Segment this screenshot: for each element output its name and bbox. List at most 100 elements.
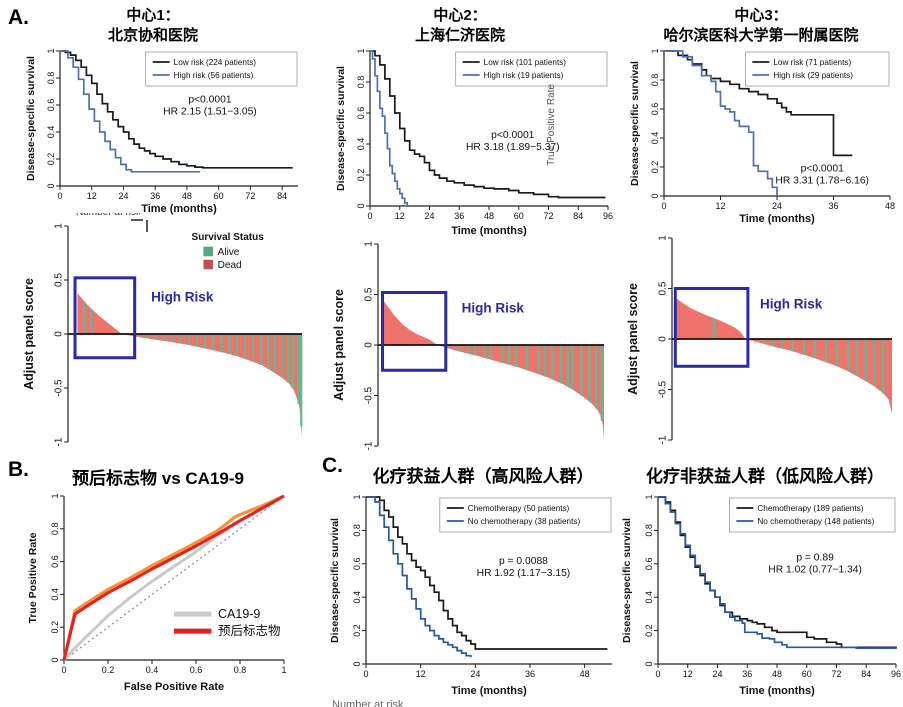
svg-text:p = 0.0088: p = 0.0088	[499, 556, 548, 567]
svg-text:-0.5: -0.5	[364, 386, 375, 404]
svg-text:Adjust panel score: Adjust panel score	[22, 278, 36, 390]
svg-text:0.2: 0.2	[650, 161, 660, 174]
svg-text:HR 1.02 (0.77−1.34): HR 1.02 (0.77−1.34)	[768, 564, 862, 575]
svg-text:84: 84	[277, 191, 287, 201]
panel-a-label: A.	[8, 6, 29, 29]
svg-text:1: 1	[46, 48, 56, 53]
svg-text:0: 0	[363, 669, 368, 679]
svg-text:-1: -1	[54, 437, 65, 446]
center1-title-line2: 北京协和医院	[107, 26, 198, 44]
svg-text:0: 0	[658, 336, 669, 342]
svg-text:p<0.0001: p<0.0001	[801, 163, 845, 174]
center2-title: 中心2： 上海仁济医院	[345, 6, 575, 45]
svg-text:0.2: 0.2	[50, 621, 60, 634]
svg-text:1: 1	[352, 494, 362, 499]
svg-text:12: 12	[683, 669, 693, 679]
svg-text:High risk (56 patients): High risk (56 patients)	[174, 71, 254, 80]
km_c2-svg: 0 12 24 36 48 60 72 84 96 0 0.2 0.4 0.6 0.8 1 Time (mon…	[335, 48, 613, 237]
svg-text:0.4: 0.4	[644, 591, 654, 604]
svg-text:96: 96	[603, 211, 613, 221]
svg-text:24: 24	[118, 191, 128, 201]
svg-text:1: 1	[644, 494, 654, 499]
svg-text:No chemotherapy (148 patients): No chemotherapy (148 patients)	[757, 517, 874, 526]
svg-text:0.5: 0.5	[658, 281, 669, 295]
svg-text:0.4: 0.4	[146, 665, 159, 675]
svg-text:No chemotherapy (38 patients): No chemotherapy (38 patients)	[468, 517, 581, 526]
svg-text:36: 36	[828, 201, 838, 211]
svg-text:0.2: 0.2	[356, 169, 366, 182]
svg-text:0.4: 0.4	[50, 588, 60, 601]
svg-text:Disease-specific survival: Disease-specific survival	[25, 56, 37, 181]
svg-text:Disease-specific survival: Disease-specific survival	[629, 61, 641, 186]
panel-c-right-title: 化疗非获益人群（低风险人群）	[646, 467, 884, 486]
svg-text:Disease-specific survival: Disease-specific survival	[329, 518, 341, 643]
svg-text:0.6: 0.6	[46, 99, 56, 112]
svg-text:0.8: 0.8	[644, 524, 654, 537]
svg-text:-1: -1	[364, 441, 375, 450]
svg-text:p = 0.89: p = 0.89	[796, 552, 834, 563]
svg-text:Disease-specific survival: Disease-specific survival	[621, 518, 633, 643]
svg-text:24: 24	[470, 669, 480, 679]
svg-text:60: 60	[514, 211, 524, 221]
svg-text:HR 1.92 (1.17−3.15): HR 1.92 (1.17−3.15)	[477, 568, 571, 579]
svg-text:1: 1	[650, 48, 660, 53]
center3-title-line2: 哈尔滨医科大学第一附属医院	[663, 26, 859, 44]
svg-text:0: 0	[352, 661, 362, 666]
svg-text:48: 48	[484, 211, 494, 221]
svg-text:0: 0	[364, 342, 375, 348]
km_c1-svg: 0 12 24 36 48 60 72 84 0 0.2 0.4 0.6 0.8 1 Time (month…	[25, 48, 298, 215]
svg-text:High Risk: High Risk	[462, 301, 525, 316]
svg-text:0.2: 0.2	[644, 624, 654, 637]
svg-text:0.8: 0.8	[234, 665, 247, 675]
svg-text:0.6: 0.6	[650, 103, 660, 116]
svg-text:0.4: 0.4	[352, 591, 362, 604]
svg-text:Dead: Dead	[218, 260, 242, 271]
svg-text:-1: -1	[658, 435, 669, 444]
svg-text:36: 36	[525, 669, 535, 679]
svg-text:Low risk (101 patients): Low risk (101 patients)	[484, 58, 567, 67]
svg-text:p<0.0001: p<0.0001	[491, 130, 535, 141]
svg-text:Low risk (224 patients): Low risk (224 patients)	[174, 58, 257, 67]
cropped-number-at-risk-text-1: Number at risk	[76, 213, 140, 219]
svg-text:0.8: 0.8	[352, 524, 362, 537]
svg-text:0: 0	[54, 331, 65, 337]
svg-text:1: 1	[364, 241, 375, 247]
svg-text:1: 1	[54, 223, 65, 229]
center3-title-line1: 中心3：	[734, 7, 788, 24]
svg-text:0.8: 0.8	[650, 74, 660, 87]
roc-chart-panel-b: 0 0.2 0.4 0.6 0.8 1 0 0.2 0.4 0.6 0.8 1 False Positi…	[26, 490, 298, 694]
cropped-rotated-axis-text-label: True Positive Rate	[546, 84, 557, 166]
svg-text:0: 0	[356, 203, 366, 208]
svg-text:0.8: 0.8	[46, 72, 56, 85]
svg-text:-0.5: -0.5	[54, 379, 65, 397]
svg-text:84: 84	[573, 211, 583, 221]
svg-text:12: 12	[87, 191, 97, 201]
svg-text:1: 1	[658, 235, 669, 241]
km_c3-svg: 0 12 24 36 48 0 0.2 0.4 0.6 0.8 1 Time (months) Dise…	[629, 48, 895, 225]
svg-text:0.4: 0.4	[650, 132, 660, 145]
svg-text:0.8: 0.8	[50, 523, 60, 536]
svg-text:0.2: 0.2	[352, 624, 362, 637]
svg-text:0: 0	[50, 657, 60, 662]
svg-text:0: 0	[46, 183, 56, 188]
svg-text:72: 72	[831, 669, 841, 679]
svg-text:48: 48	[182, 191, 192, 201]
svg-text:24: 24	[424, 211, 434, 221]
svg-text:0: 0	[655, 669, 660, 679]
svg-text:High risk (19 patients): High risk (19 patients)	[484, 71, 564, 80]
panel-c-label: C.	[322, 454, 343, 477]
roc_b-svg: 0 0.2 0.4 0.6 0.8 1 0 0.2 0.4 0.6 0.8 1 False Positi…	[27, 493, 287, 693]
svg-text:0.2: 0.2	[46, 153, 56, 166]
svg-text:HR 2.15 (1.51−3.05): HR 2.15 (1.51−3.05)	[163, 106, 257, 117]
center1-title-line1: 中心1：	[126, 7, 180, 24]
svg-text:Time (months): Time (months)	[451, 225, 527, 237]
svg-text:0.6: 0.6	[190, 665, 203, 675]
svg-text:HR 3.18 (1.89−5.37): HR 3.18 (1.89−5.37)	[466, 142, 560, 153]
km-chart-center3: 0 12 24 36 48 0 0.2 0.4 0.6 0.8 1 Time (months) Dise…	[628, 46, 900, 226]
km-chart-center1: 0 12 24 36 48 60 72 84 0 0.2 0.4 0.6 0.8 1 Time (month…	[24, 46, 308, 216]
center2-title-line2: 上海仁济医院	[414, 26, 505, 44]
svg-text:1: 1	[281, 665, 286, 675]
svg-text:24: 24	[772, 201, 782, 211]
svg-text:HR 3.31 (1.78−6.16): HR 3.31 (1.78−6.16)	[775, 175, 869, 186]
svg-text:24: 24	[712, 669, 722, 679]
